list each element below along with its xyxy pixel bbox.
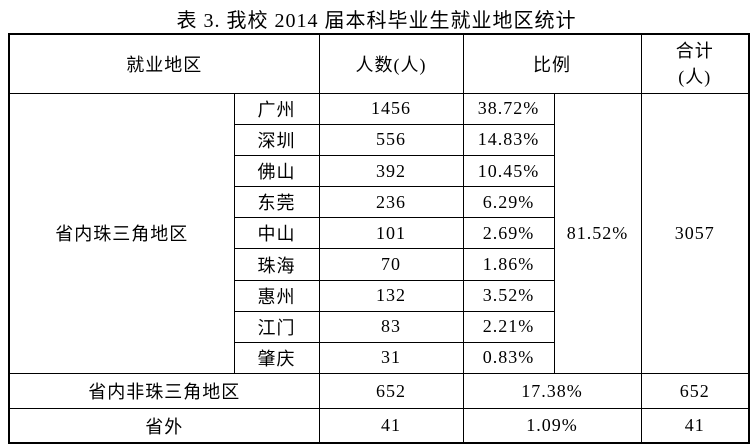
header-count: 人数(人) [318,33,464,94]
table-row: 深圳 556 14.83% [9,123,749,157]
header-row: 就业地区 人数(人) 比例 合计 (人) [8,33,750,94]
region-pct: 17.38% [462,373,642,410]
header-region: 就业地区 [8,33,320,94]
table-row: 佛山 392 10.45% [9,155,749,188]
city-count: 556 [318,123,464,157]
city-name: 广州 [233,92,320,125]
table-row: 东莞 236 6.29% [9,186,749,219]
group-total: 3057 [640,92,750,375]
table-row: 江门 83 2.21% [9,310,749,343]
city-count: 236 [318,186,464,219]
header-ratio: 比例 [462,33,642,94]
city-pct: 6.29% [462,186,555,219]
city-pct: 14.83% [462,123,555,157]
employment-region-table: 就业地区 人数(人) 比例 合计 (人) 省内珠三角地区 广州 1456 38.… [8,33,750,444]
city-name: 中山 [233,217,320,250]
region-pct: 1.09% [462,408,642,444]
city-count: 1456 [318,92,464,125]
city-pct: 2.21% [462,310,555,343]
city-name: 东莞 [233,186,320,219]
table-row: 惠州 132 3.52% [9,279,749,312]
table-title: 表 3. 我校 2014 届本科毕业生就业地区统计 [176,10,577,32]
city-name: 珠海 [233,248,320,281]
city-count: 392 [318,155,464,188]
city-name: 佛山 [233,155,320,188]
city-count: 132 [318,279,464,312]
city-pct: 2.69% [462,217,555,250]
city-pct: 3.52% [462,279,555,312]
city-pct: 0.83% [462,341,555,375]
city-pct: 38.72% [462,92,555,125]
city-name: 江门 [233,310,320,343]
table-row: 省内珠三角地区 广州 1456 38.72% 81.52% 3057 [8,92,750,375]
region-count: 652 [318,373,464,410]
city-count: 101 [318,217,464,250]
city-name: 惠州 [233,279,320,312]
city-count: 83 [318,310,464,343]
table-row: 省外 41 1.09% 41 [8,408,750,444]
city-pct: 10.45% [462,155,555,188]
city-count: 31 [318,341,464,375]
header-total: 合计 (人) [640,33,750,94]
region-outside-province-label: 省外 [8,408,320,444]
region-pearl-delta-label: 省内珠三角地区 [8,92,235,375]
region-total: 41 [640,408,750,444]
table-row: 省内非珠三角地区 652 17.38% 652 [8,373,750,410]
region-non-pearl-delta-label: 省内非珠三角地区 [8,373,320,410]
table-row: 珠海 70 1.86% [9,248,749,281]
table-row: 肇庆 31 0.83% [9,341,749,375]
city-name: 肇庆 [233,341,320,375]
region-total: 652 [640,373,750,410]
group-pct: 81.52% [553,92,642,375]
city-pct: 1.86% [462,248,555,281]
region-count: 41 [318,408,464,444]
city-name: 深圳 [233,123,320,157]
city-count: 70 [318,248,464,281]
table-row: 中山 101 2.69% [9,217,749,250]
